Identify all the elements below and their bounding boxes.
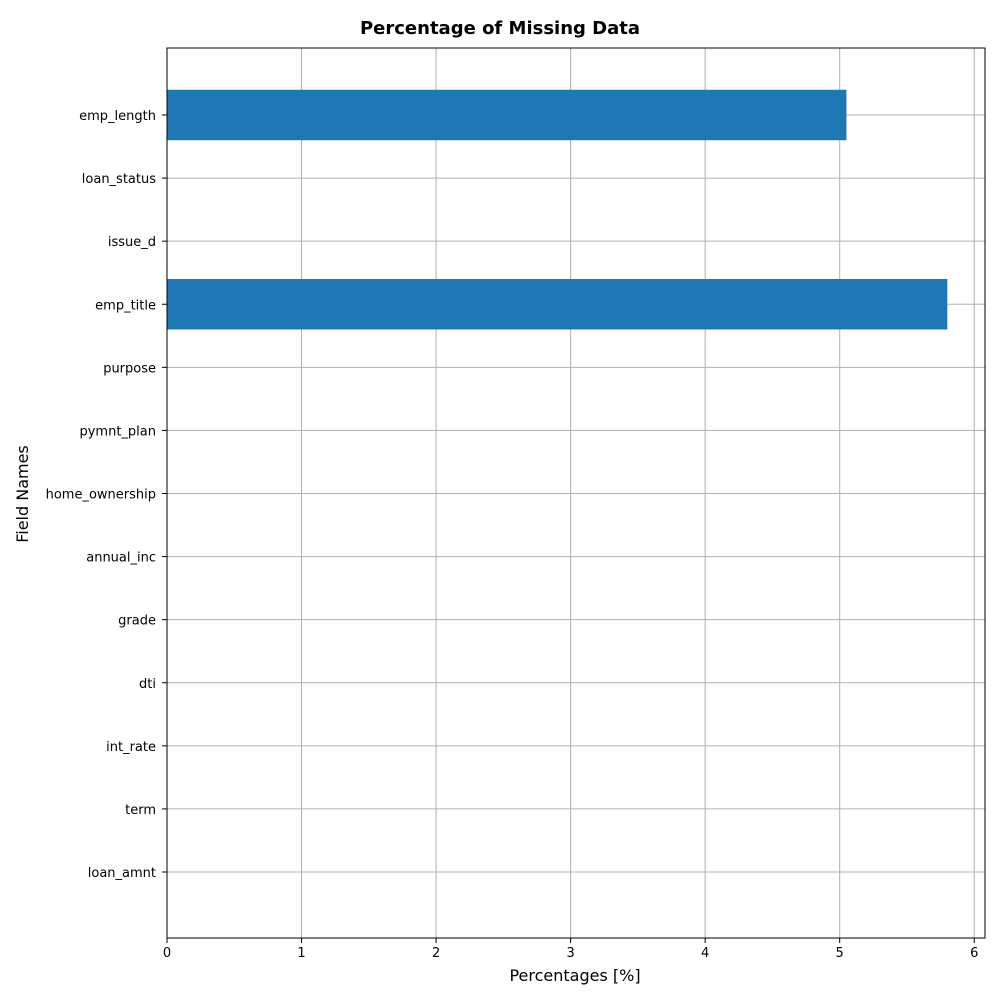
x-tick-label: 0: [163, 946, 171, 961]
x-tick-label: 3: [566, 946, 574, 961]
y-tick-label: issue_d: [108, 235, 156, 250]
x-tick-label: 4: [701, 946, 709, 961]
y-axis-label: Field Names: [13, 445, 32, 543]
y-tick-label: pymnt_plan: [79, 424, 156, 439]
y-tick-label: emp_length: [79, 109, 156, 124]
x-axis-label: Percentages [%]: [509, 966, 640, 985]
y-tick-label: loan_amnt: [88, 866, 156, 881]
grid-lines: [166, 48, 985, 938]
y-tick-label: purpose: [103, 361, 156, 376]
y-tick-label: home_ownership: [46, 488, 156, 503]
y-tick-label: emp_title: [95, 298, 156, 313]
y-axis-ticks: loan_amnt term int_rate dti grade annual_inc h…: [46, 109, 167, 881]
bar-emp-title: [167, 279, 948, 330]
y-tick-label: term: [125, 803, 156, 818]
y-tick-label: grade: [118, 614, 156, 629]
y-tick-label: dti: [139, 677, 156, 692]
bars: [167, 89, 948, 330]
chart-title: Percentage of Missing Data: [360, 18, 640, 39]
bar-emp-length: [167, 89, 847, 141]
x-tick-label: 2: [432, 946, 440, 961]
x-tick-label: 1: [297, 946, 305, 961]
y-tick-label: loan_status: [82, 172, 156, 187]
x-axis-ticks: 0 1 2 3 4 5 6: [163, 938, 978, 961]
x-tick-label: 5: [836, 946, 844, 961]
y-tick-label: int_rate: [106, 740, 156, 755]
x-tick-label: 6: [970, 946, 978, 961]
y-tick-label: annual_inc: [86, 551, 156, 566]
